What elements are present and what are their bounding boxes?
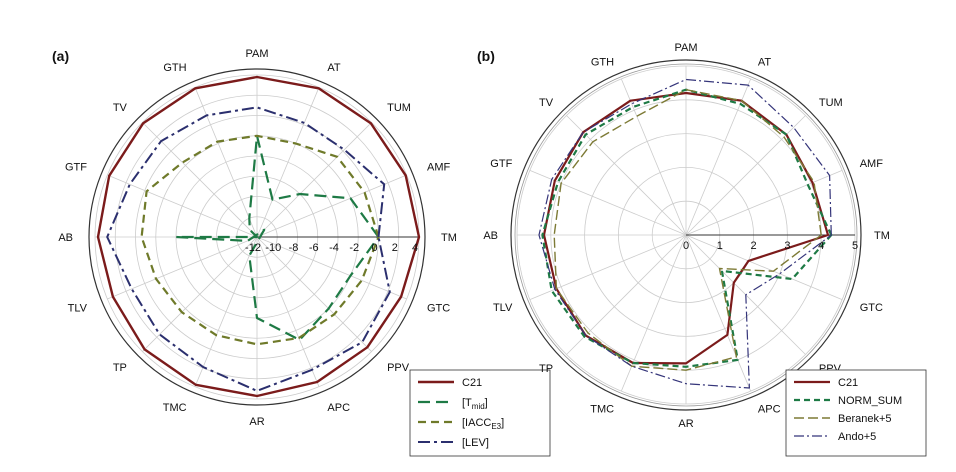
radial-tick-label: 5 [852, 240, 858, 252]
spoke-tlv [107, 236, 258, 300]
axis-label-gth: GTH [591, 56, 614, 68]
axis-label-ar: AR [678, 418, 693, 430]
spoke-tlv [529, 234, 687, 301]
legend: C21 [Tmid] [IACCE3] [LEV] [409, 369, 551, 457]
radial-tick-label: 2 [751, 240, 757, 252]
axis-label-gtc: GTC [427, 302, 450, 314]
axis-label-gth: GTH [163, 62, 186, 74]
spoke-tmc [194, 236, 258, 387]
spoke-gtf [529, 169, 687, 236]
spoke-tum [685, 115, 806, 236]
spoke-gtf [107, 174, 258, 238]
panel-label: (b) [477, 48, 495, 64]
axis-label-tum: TUM [387, 102, 411, 114]
axis-label-pam: PAM [245, 48, 268, 60]
legend-box [785, 369, 927, 457]
spoke-tp [142, 236, 258, 352]
series-line-lev [106, 106, 391, 392]
axis-label-tlv: TLV [493, 302, 513, 314]
spoke-apc [685, 234, 752, 392]
outer-frame-inner-circle [514, 63, 858, 407]
legend-entry: [IACCE3] [462, 417, 504, 431]
radial-tick-label: -6 [309, 242, 319, 254]
legend-entry: C21 [462, 377, 482, 389]
axis-label-at: AT [758, 56, 772, 68]
legend-entry: [LEV] [462, 437, 489, 449]
radial-tick-label: 4 [412, 242, 418, 254]
radial-tick-label: 2 [392, 242, 398, 254]
legend-entry: Beranek+5 [838, 413, 892, 425]
radial-tick-label: 3 [784, 240, 790, 252]
radial-tick-label: -8 [289, 242, 299, 254]
axis-label-tum: TUM [819, 97, 843, 109]
axis-label-gtc: GTC [860, 302, 883, 314]
radial-tick-label: 1 [717, 240, 723, 252]
outer-frame-circle [88, 68, 426, 406]
axis-label-at: AT [327, 62, 341, 74]
radial-tick-label: -10 [265, 242, 281, 254]
series-line-beranek-5 [553, 88, 822, 371]
spoke-gtc [685, 234, 843, 301]
legend-entry: C21 [838, 377, 858, 389]
axis-label-tmc: TMC [590, 404, 614, 416]
series-line-c21 [96, 75, 421, 398]
axis-label-ppv: PPV [387, 362, 410, 374]
spoke-tv [142, 122, 258, 238]
series-line-c21 [542, 91, 830, 365]
spoke-amf [685, 169, 843, 236]
radial-tick-label: -12 [245, 242, 261, 254]
spoke-apc [256, 236, 320, 387]
legend-box [409, 369, 551, 457]
axis-label-gtf: GTF [490, 158, 512, 170]
outer-frame-circle [510, 59, 862, 411]
spoke-ppv [256, 236, 372, 352]
spoke-tum [256, 122, 372, 238]
series-line-t-mid [174, 134, 380, 341]
panel-label: (a) [52, 48, 69, 64]
spoke-tmc [620, 234, 687, 392]
legend-entry: NORM_SUM [838, 395, 902, 407]
spoke-tp [566, 234, 687, 355]
axis-label-pam: PAM [674, 42, 697, 54]
axis-label-tv: TV [539, 97, 554, 109]
axis-label-tp: TP [539, 363, 553, 375]
radial-tick-label: 4 [818, 240, 824, 252]
axis-label-tlv: TLV [68, 302, 88, 314]
axis-label-gtf: GTF [65, 162, 87, 174]
axis-label-tv: TV [113, 102, 128, 114]
axis-label-ab: AB [58, 232, 73, 244]
axis-label-apc: APC [327, 402, 350, 414]
axis-label-tmc: TMC [163, 402, 187, 414]
legend-entry: [Tmid] [462, 397, 488, 411]
radial-tick-label: 0 [371, 242, 377, 254]
axis-label-tm: TM [874, 230, 890, 242]
spoke-at [685, 78, 752, 236]
spoke-tv [566, 115, 687, 236]
legend: C21 NORM_SUM Beranek+5 Ando+5 [785, 369, 927, 457]
radial-tick-label: -4 [329, 242, 339, 254]
axis-label-amf: AMF [427, 162, 451, 174]
series-line-norm-sum [541, 88, 833, 368]
axis-label-ar: AR [249, 416, 264, 428]
radial-tick-label: 0 [683, 240, 689, 252]
radial-tick-label: -2 [349, 242, 359, 254]
radar-panel-b: 0 1 2 3 4 5 TM AMF TUM AT PAM GTH TV GTF AB TLV TP TMC AR A… [477, 42, 927, 457]
spoke-gth [194, 87, 258, 238]
axis-label-tp: TP [113, 362, 127, 374]
axis-label-apc: APC [758, 404, 781, 416]
axis-label-tm: TM [441, 232, 457, 244]
spoke-gth [620, 78, 687, 236]
series-line-ando-5 [538, 78, 832, 389]
axis-label-ab: AB [483, 230, 498, 242]
legend-entry: Ando+5 [838, 431, 876, 443]
axis-label-amf: AMF [860, 158, 884, 170]
spoke-gtc [256, 236, 407, 300]
spoke-at [256, 87, 320, 238]
series-line-iacc-e3 [140, 134, 380, 346]
radar-panel-a: -12 -10 -8 -6 -4 -2 0 2 4 TM AMF TUM AT PAM GTH TV GTF AB… [52, 48, 551, 457]
spoke-amf [256, 174, 407, 238]
